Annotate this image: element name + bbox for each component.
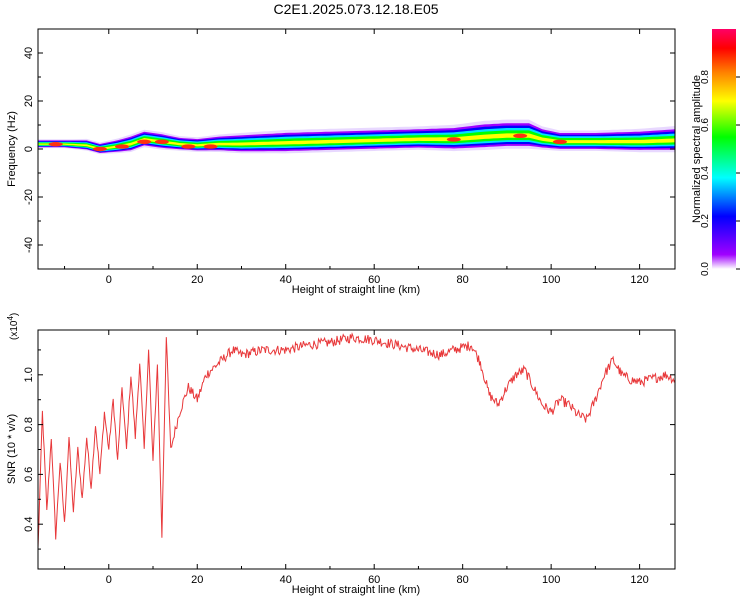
spectrogram-y-label: Frequency (Hz) [6, 111, 18, 187]
y-tick-label: 0.4 [23, 517, 35, 532]
snr-y-scale-exponent: 4 [6, 316, 15, 321]
colorbar-tick-label: 0.8 [700, 70, 711, 84]
spectrogram-y-axis: -40 -20 0 20 40 [23, 28, 675, 270]
spectrogram-panel: 0 20 40 60 80 100 120 -40 -20 0 20 40 Height of st… [6, 28, 676, 296]
x-tick-label: 20 [191, 574, 203, 586]
heatmap-hotspot [154, 139, 169, 144]
snr-x-axis: 0 20 40 60 80 100 120 [64, 330, 649, 586]
x-tick-label: 100 [542, 574, 560, 586]
x-tick-label: 20 [191, 274, 203, 286]
snr-y-label: SNR (10 * v/v) [6, 414, 18, 484]
spectrogram-x-label: Height of straight line (km) [292, 284, 420, 296]
heatmap-hotspot [552, 139, 567, 144]
y-tick-label: -40 [23, 237, 35, 253]
y-tick-label: 0.6 [23, 467, 35, 482]
snr-y-axis: 0.4 0.6 0.8 1.0 [23, 349, 675, 550]
x-tick-label: 0 [106, 274, 112, 286]
figure-title: C2E1.2025.073.12.18.E05 [273, 1, 438, 17]
x-tick-label: 60 [368, 574, 380, 586]
colorbar-tick-label: 0.2 [700, 214, 711, 228]
y-tick-label: 40 [23, 47, 35, 59]
colorbar-tick-label: 0.0 [700, 262, 711, 276]
colorbar-ticks: 0.0 0.2 0.4 0.6 0.8 [700, 70, 740, 276]
y-tick-label: 20 [23, 95, 35, 107]
y-tick-label: -20 [23, 189, 35, 205]
x-tick-label: 120 [630, 274, 648, 286]
x-tick-label: 40 [280, 574, 292, 586]
y-tick-label: 0.8 [23, 417, 35, 432]
y-tick-label: 1.0 [23, 367, 35, 382]
spectrogram-x-axis: 0 20 40 60 80 100 120 [64, 29, 649, 286]
heatmap-hotspot [181, 144, 196, 149]
heatmap-hotspot [115, 144, 130, 149]
x-tick-label: 100 [542, 274, 560, 286]
colorbar-label: Normalized spectral amplitude [691, 75, 703, 223]
colorbar: 0.0 0.2 0.4 0.6 0.8 Normalized spectral ampl… [691, 29, 740, 276]
heatmap-hotspot [446, 137, 461, 142]
x-tick-label: 0 [106, 574, 112, 586]
snr-x-label: Height of straight line (km) [292, 584, 420, 596]
snr-y-scale-suffix: ) [9, 313, 20, 316]
spectrogram-heatmap [38, 119, 675, 155]
x-tick-label: 80 [457, 274, 469, 286]
x-tick-label: 120 [630, 574, 648, 586]
snr-panel: 0 20 40 60 80 100 120 0.4 0.6 0.8 1.0 Height of s… [6, 313, 676, 596]
heatmap-hotspot [137, 139, 152, 144]
snr-series-line [38, 332, 675, 548]
colorbar-gradient [712, 29, 736, 269]
snr-plot-area [38, 330, 675, 569]
snr-y-scale: (x104) [6, 313, 20, 340]
x-tick-label: 40 [280, 274, 292, 286]
heatmap-hotspot [92, 146, 107, 152]
heatmap-hotspot [203, 144, 218, 149]
heatmap-hotspot [513, 133, 528, 138]
heatmap-hotspot [48, 142, 63, 147]
x-tick-label: 60 [368, 274, 380, 286]
colorbar-tick-label: 0.4 [700, 166, 711, 180]
x-tick-label: 80 [457, 574, 469, 586]
y-tick-label: 0 [23, 146, 35, 152]
snr-y-scale-prefix: (x10 [9, 320, 20, 340]
colorbar-tick-label: 0.6 [700, 118, 711, 132]
